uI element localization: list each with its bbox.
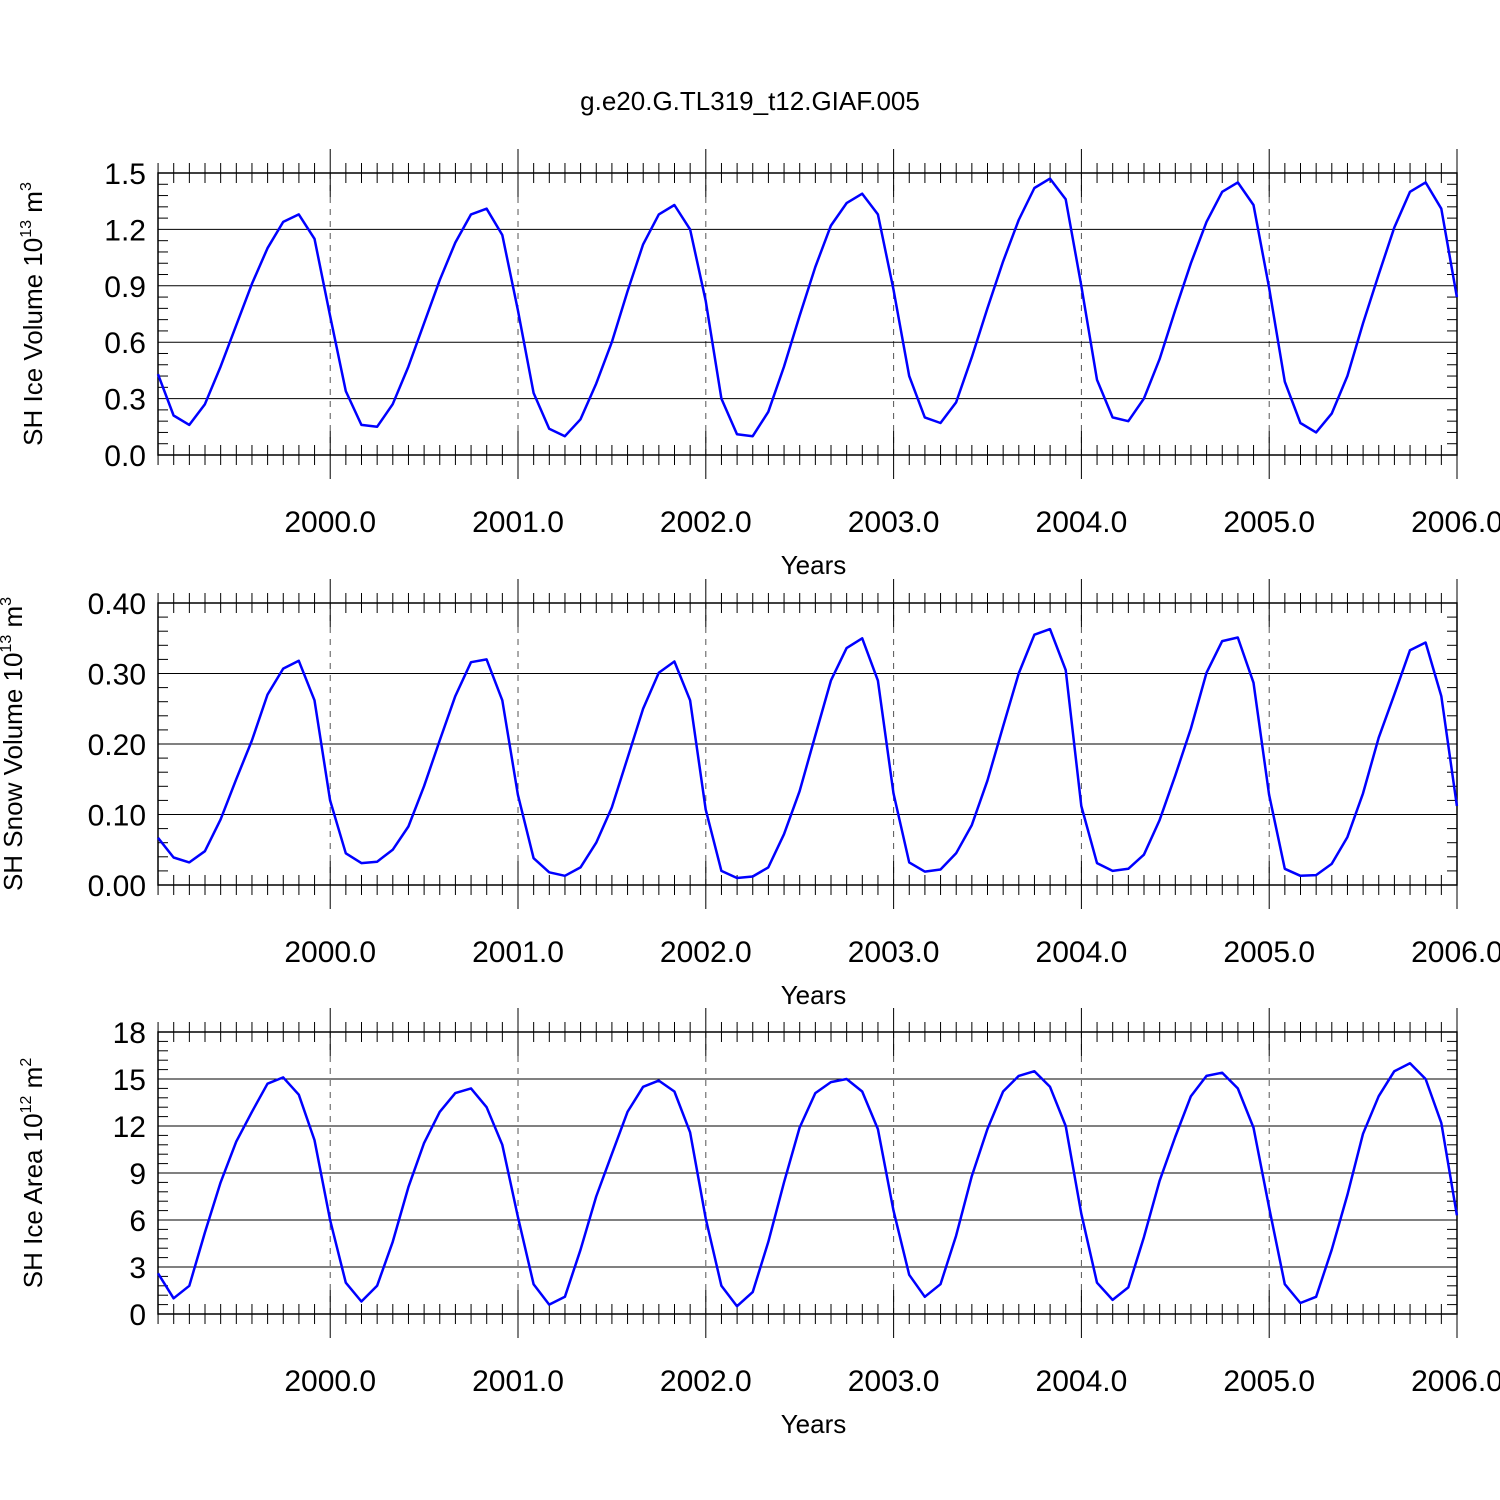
x-tick-label: 2006.0 (1411, 1365, 1500, 1398)
plot-frame (157, 172, 1458, 456)
snow-volume-panel: 0.00 0.10 0.20 0.30 0.40 2000.0 2001.0 2002.0 20… (0, 579, 1500, 1010)
x-tick-label: 2006.0 (1411, 506, 1500, 539)
y-tick-label: 0.30 (88, 659, 146, 692)
ice-area-panel: 0 3 6 9 12 15 18 2000.0 2001.0 2002.0 2003.0 2004.0… (18, 1008, 1500, 1439)
x-tick-label: 2005.0 (1223, 1365, 1315, 1398)
y-tick-label: 1.2 (104, 214, 146, 247)
x-tick-label: 2004.0 (1036, 506, 1128, 539)
y-axis-title: SH Ice Volume 1013 m3 (18, 182, 48, 446)
y-tick-label: 15 (113, 1064, 146, 1097)
plot-frame (157, 602, 1458, 886)
y-tick-label: 3 (129, 1252, 146, 1285)
plot-frame (157, 1031, 1458, 1315)
x-tick-label: 2001.0 (472, 936, 564, 969)
series-line (156, 177, 1459, 438)
y-tick-label: 0.20 (88, 729, 146, 762)
x-tick-label: 2004.0 (1036, 936, 1128, 969)
x-tick-label: 2000.0 (284, 936, 376, 969)
y-tick-label: 1.5 (104, 158, 146, 191)
x-tick-label: 2003.0 (848, 1365, 940, 1398)
x-tick-label: 2003.0 (848, 506, 940, 539)
x-axis-title: Years (781, 550, 847, 580)
figure-title: g.e20.G.TL319_t12.GIAF.005 (580, 86, 920, 116)
x-tick-label: 2001.0 (472, 1365, 564, 1398)
x-tick-label: 2003.0 (848, 936, 940, 969)
series-line (157, 627, 1459, 880)
x-tick-label: 2001.0 (472, 506, 564, 539)
x-tick-label: 2006.0 (1411, 936, 1500, 969)
x-axis-title: Years (781, 1409, 847, 1439)
x-tick-label: 2005.0 (1223, 506, 1315, 539)
x-tick-label: 2005.0 (1223, 936, 1315, 969)
y-tick-label: 9 (129, 1158, 146, 1191)
ice-volume-panel: 0.0 0.3 0.6 0.9 1.2 1.5 2000.0 2001.0 2002.0 2003… (18, 149, 1500, 580)
x-tick-label: 2002.0 (660, 1365, 752, 1398)
y-tick-label: 12 (113, 1111, 146, 1144)
y-tick-label: 18 (113, 1017, 146, 1050)
y-tick-label: 6 (129, 1205, 146, 1238)
x-tick-label: 2000.0 (284, 1365, 376, 1398)
x-tick-label: 2004.0 (1036, 1365, 1128, 1398)
x-axis-title: Years (781, 980, 847, 1010)
y-tick-label: 0.00 (88, 870, 146, 903)
x-tick-label: 2002.0 (660, 936, 752, 969)
y-tick-label: 0.9 (104, 271, 146, 304)
y-tick-label: 0.0 (104, 440, 146, 473)
y-axis-title: SH Ice Area 1012 m2 (18, 1058, 48, 1289)
y-tick-label: 0.3 (104, 384, 146, 417)
series-line (156, 1062, 1459, 1308)
y-tick-label: 0.10 (88, 800, 146, 833)
x-tick-label: 2000.0 (284, 506, 376, 539)
x-tick-label: 2002.0 (660, 506, 752, 539)
y-tick-label: 0.6 (104, 327, 146, 360)
y-axis-title: SH Snow Volume 1013 m3 (0, 597, 28, 891)
y-tick-label: 0 (129, 1299, 146, 1332)
y-tick-label: 0.40 (88, 588, 146, 621)
